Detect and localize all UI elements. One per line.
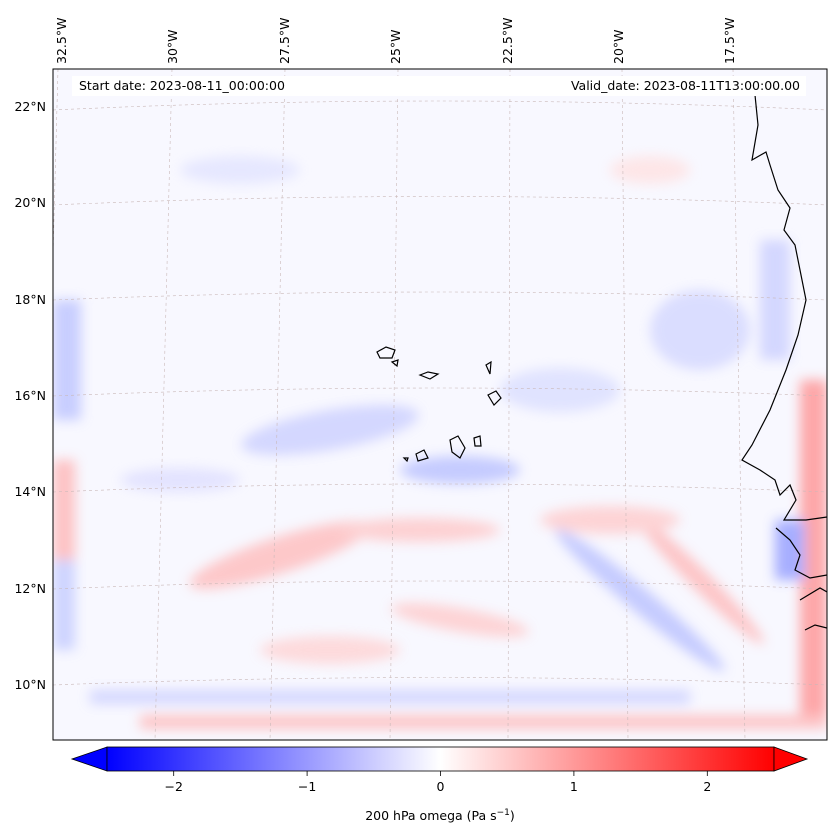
gridlines bbox=[53, 69, 827, 740]
lat-labels: 22°N 20°N 18°N 16°N 14°N 12°N 10°N bbox=[14, 99, 46, 692]
valid-date-text: Valid_date: 2023-08-11T13:00:00.00 bbox=[571, 78, 800, 93]
colorbar-extend-min bbox=[70, 746, 108, 772]
map-frame bbox=[52, 68, 828, 741]
map-area bbox=[53, 69, 827, 740]
omega-field bbox=[53, 156, 827, 729]
colorbar-extend-max bbox=[773, 746, 809, 772]
lon-label: 32.5°W bbox=[54, 18, 69, 64]
colorbar-label-exp: −1 bbox=[497, 808, 510, 818]
colorbar-tick-label: 0 bbox=[437, 779, 445, 794]
colorbar-tick-label: 2 bbox=[703, 779, 711, 794]
colorbar-tick-label: −2 bbox=[164, 779, 182, 794]
start-date-text: Start date: 2023-08-11_00:00:00 bbox=[79, 78, 285, 93]
lat-label: 12°N bbox=[14, 581, 46, 596]
colorbar-label: 200 hPa omega (Pa s−1) bbox=[365, 808, 515, 823]
lat-label: 18°N bbox=[14, 292, 46, 307]
colorbar-label-main: 200 hPa omega (Pa s bbox=[365, 808, 496, 823]
lon-label: 22.5°W bbox=[500, 18, 515, 64]
lon-labels: 32.5°W 30°W 27.5°W 25°W 22.5°W 20°W 17.5… bbox=[54, 18, 737, 64]
colorbar-tick-label: 1 bbox=[570, 779, 578, 794]
colorbar-label-close: ) bbox=[510, 808, 515, 823]
lat-label: 10°N bbox=[14, 677, 46, 692]
header-box bbox=[72, 76, 806, 96]
coastlines bbox=[376, 94, 827, 631]
colorbar: −2 −1 0 1 2 200 hPa omega (Pa s−1) bbox=[70, 746, 809, 823]
colorbar-ticks: −2 −1 0 1 2 bbox=[164, 771, 711, 794]
lon-label: 27.5°W bbox=[277, 18, 292, 64]
lon-label: 25°W bbox=[388, 29, 403, 64]
lon-label: 20°W bbox=[611, 29, 626, 64]
colorbar-body bbox=[106, 746, 775, 772]
lat-label: 22°N bbox=[14, 99, 46, 114]
lat-label: 14°N bbox=[14, 484, 46, 499]
lon-label: 30°W bbox=[165, 29, 180, 64]
lat-label: 20°N bbox=[14, 195, 46, 210]
lat-label: 16°N bbox=[14, 388, 46, 403]
colorbar-tick-label: −1 bbox=[298, 779, 316, 794]
lon-label: 17.5°W bbox=[722, 18, 737, 64]
